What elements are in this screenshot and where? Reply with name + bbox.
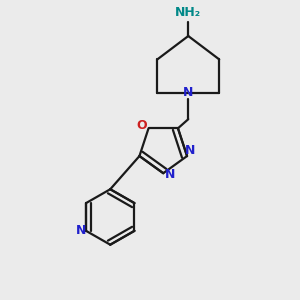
Text: N: N: [183, 86, 194, 99]
Text: N: N: [164, 168, 175, 181]
Text: NH₂: NH₂: [175, 5, 201, 19]
Text: N: N: [76, 224, 86, 237]
Text: O: O: [137, 119, 147, 133]
Text: N: N: [185, 144, 195, 157]
